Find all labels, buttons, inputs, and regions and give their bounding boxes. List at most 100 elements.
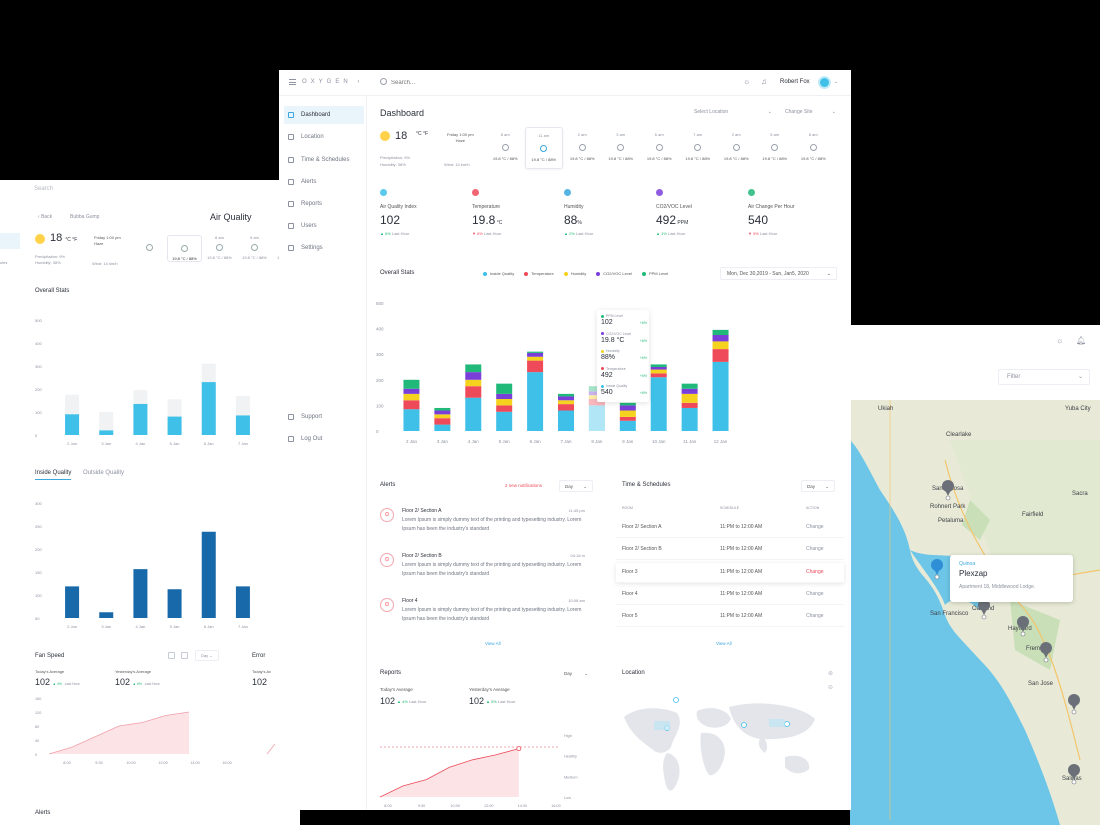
left-hourly-item[interactable]: 19.8 °C / 88% (167, 235, 202, 262)
map-marker[interactable] (784, 721, 790, 727)
avatar[interactable] (818, 76, 831, 89)
bar-total[interactable] (99, 412, 114, 435)
sidebar-item-time-schedules[interactable]: Time & Schedules (284, 151, 364, 169)
legend-item[interactable]: PPM Level (641, 271, 668, 276)
bar-co2-voc-level[interactable] (558, 396, 574, 401)
bar-ppm-level[interactable] (434, 407, 451, 411)
left-hourly-item[interactable]: 8 am 19.8 °C / 88% (202, 235, 237, 262)
bar-co2-voc-level[interactable] (465, 372, 482, 380)
legend-item[interactable]: Inside Quality (483, 271, 514, 276)
sidebar-item-support[interactable]: Support (284, 408, 364, 426)
bar-value[interactable] (167, 589, 182, 618)
bar-co2-voc-level[interactable] (619, 405, 636, 411)
user-name[interactable]: Robert Fox (780, 79, 810, 85)
back-link[interactable]: ‹ Back (38, 214, 53, 220)
schedule-row[interactable]: Floor 5 11:PM to 12:00 AM Change (616, 607, 844, 628)
bar-temperature[interactable] (619, 416, 636, 421)
bar-temperature[interactable] (681, 402, 698, 408)
temp-unit-toggle[interactable]: °C °F (416, 131, 429, 137)
bar-inside-quality[interactable] (496, 411, 513, 431)
bar-co2-voc-level[interactable] (681, 388, 698, 394)
bar-value[interactable] (99, 430, 114, 435)
bar-value[interactable] (167, 416, 182, 435)
map-pin[interactable] (931, 559, 943, 580)
schedule-row[interactable]: Floor 4 11:PM to 12:00 AM Change (616, 585, 844, 605)
left-hourly-item[interactable] (132, 235, 167, 262)
bar-temperature[interactable] (496, 405, 513, 412)
bar-ppm-level[interactable] (403, 379, 420, 389)
bar-value[interactable] (201, 382, 216, 435)
zoom-in-icon[interactable]: ⊕ (828, 671, 834, 677)
bar-inside-quality[interactable] (434, 424, 451, 431)
bar-value[interactable] (133, 403, 148, 435)
bar-temperature[interactable] (434, 418, 451, 425)
hamburger-icon[interactable] (289, 79, 296, 85)
bar-temperature[interactable] (558, 404, 574, 411)
legend-item[interactable]: Temperature (524, 271, 554, 276)
map-pin[interactable] (978, 599, 990, 620)
alert-item[interactable]: ⊙ Floor 4 10:08 am Lorem Ipsum is simply du… (380, 598, 585, 634)
legend-item[interactable]: CO2/VOC Level (596, 271, 632, 276)
alerts-day-dropdown[interactable]: Day ⌄ (559, 480, 593, 492)
bar-ppm-level[interactable] (527, 351, 544, 353)
schedule-row[interactable]: Floor 3 11:PM to 12:00 AM Change (616, 562, 844, 583)
bar-inside-quality[interactable] (712, 361, 729, 431)
bar-chart-icon[interactable] (181, 652, 188, 659)
legend-item[interactable]: Humidity (563, 271, 586, 276)
tab-outside-quality[interactable]: Outside Quality (83, 470, 125, 476)
bar-inside-quality[interactable] (527, 372, 544, 431)
map-pin[interactable] (942, 480, 954, 501)
fan-speed-dropdown[interactable]: Day ⌄ (195, 650, 219, 661)
report-point[interactable] (516, 746, 522, 752)
schedules-view-all-link[interactable]: View All (716, 641, 732, 646)
hourly-item[interactable]: 5 am 19.8 °C / 88% (756, 127, 795, 169)
map-marker[interactable] (673, 697, 679, 703)
bar-humidity[interactable] (527, 356, 544, 361)
left-sidebar-active-item[interactable] (0, 233, 20, 249)
bar-humidity[interactable] (558, 400, 574, 405)
bar-co2-voc-level[interactable] (434, 410, 451, 415)
bar-value[interactable] (99, 612, 114, 618)
alert-item[interactable]: ⊙ Floor 2/ Section B 04:16 m Lorem Ipsum is… (380, 553, 585, 589)
schedule-change-button[interactable]: Change (806, 568, 824, 575)
schedule-change-button[interactable]: Change (806, 546, 824, 553)
bar-ppm-level[interactable] (712, 329, 729, 335)
bar-humidity[interactable] (403, 393, 420, 401)
bar-temperature[interactable] (465, 386, 482, 398)
reports-day-dropdown[interactable]: Day ⌄ (564, 671, 588, 676)
bar-humidity[interactable] (496, 399, 513, 406)
bar-ppm-level[interactable] (681, 383, 698, 389)
notification-bell-icon[interactable]: ♫ (761, 77, 767, 86)
alert-item[interactable]: ⊙ Floor 2/ Section A 11:45 pm Lorem Ipsum i… (380, 508, 585, 544)
bar-ppm-level[interactable] (496, 383, 513, 394)
bar-co2-voc-level[interactable] (496, 393, 513, 399)
left-sidebar-label[interactable]: ules (0, 260, 8, 265)
schedule-row[interactable]: Floor 2/ Section A 11:PM to 12:00 AM Chang… (616, 518, 844, 538)
bar-humidity[interactable] (434, 414, 451, 419)
bar-inside-quality[interactable] (650, 377, 667, 431)
search-input[interactable] (391, 77, 511, 89)
bar-co2-voc-level[interactable] (527, 352, 544, 357)
map-pin[interactable] (1040, 642, 1052, 663)
bar-inside-quality[interactable] (619, 420, 636, 431)
hourly-item[interactable]: 2 am 19.8 °C / 88% (717, 127, 756, 169)
bar-ppm-level[interactable] (650, 364, 667, 367)
new-notifications-link[interactable]: 2 new notifications (505, 483, 543, 488)
bar-ppm-level[interactable] (558, 393, 574, 397)
sidebar-item-log-out[interactable]: Log Out (284, 430, 364, 448)
bar-inside-quality[interactable] (558, 410, 574, 431)
line-chart-icon[interactable] (168, 652, 175, 659)
hourly-item[interactable]: 11 am 19.8 °C / 88% (524, 127, 563, 169)
bar-humidity[interactable] (712, 341, 729, 350)
schedules-day-dropdown[interactable]: Day ⌄ (801, 480, 835, 492)
select-location-dropdown[interactable]: Select Location ⌄ (694, 109, 772, 115)
sidebar-item-location[interactable]: Location (284, 128, 364, 146)
bar-co2-voc-level[interactable] (403, 388, 420, 394)
sidebar-item-dashboard[interactable]: Dashboard (284, 106, 364, 124)
sidebar-item-users[interactable]: Users (284, 217, 364, 235)
bar-co2-voc-level[interactable] (650, 367, 667, 370)
left-hourly-item[interactable]: 9 am 19.8 °C / 88% (237, 235, 272, 262)
hourly-item[interactable]: 8 am 19.8 °C / 88% (486, 127, 525, 169)
alerts-view-all-link[interactable]: View All (485, 641, 501, 646)
bar-humidity[interactable] (465, 379, 482, 387)
